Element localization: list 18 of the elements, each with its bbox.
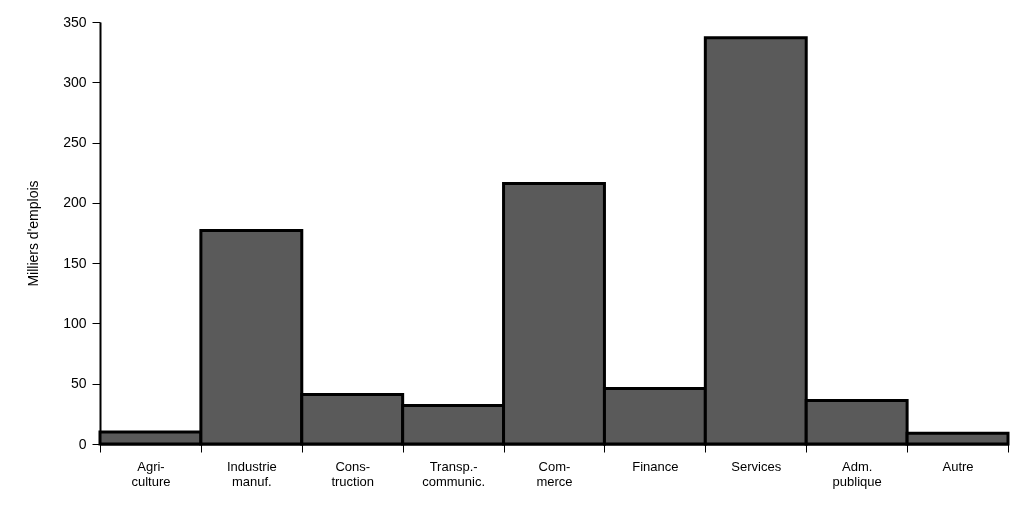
x-tick-label: Services: [731, 458, 782, 474]
x-tick-label: Adm. publique: [832, 458, 882, 489]
y-tick-label: 250: [63, 134, 87, 151]
y-axis-title: Milliers d'emplois: [25, 180, 42, 287]
y-tick-label: 350: [63, 13, 87, 30]
y-tick-label: 200: [63, 194, 87, 211]
x-tick-label: Agri- culture: [131, 458, 171, 489]
x-tick-label: Com- merce: [536, 458, 573, 489]
y-tick-label: 150: [63, 254, 87, 271]
x-tick-label: Finance: [632, 458, 679, 474]
y-tick-label: 100: [63, 314, 87, 331]
y-tick-label: 0: [78, 435, 87, 452]
y-tick-label: 50: [70, 375, 87, 392]
x-tick-label: Transp.- communic.: [422, 458, 486, 489]
x-tick-label: Industrie manuf.: [226, 458, 277, 489]
y-tick-label: 300: [63, 73, 87, 90]
x-tick-label: Autre: [942, 458, 974, 474]
x-tick-label: Cons- truction: [331, 458, 375, 489]
